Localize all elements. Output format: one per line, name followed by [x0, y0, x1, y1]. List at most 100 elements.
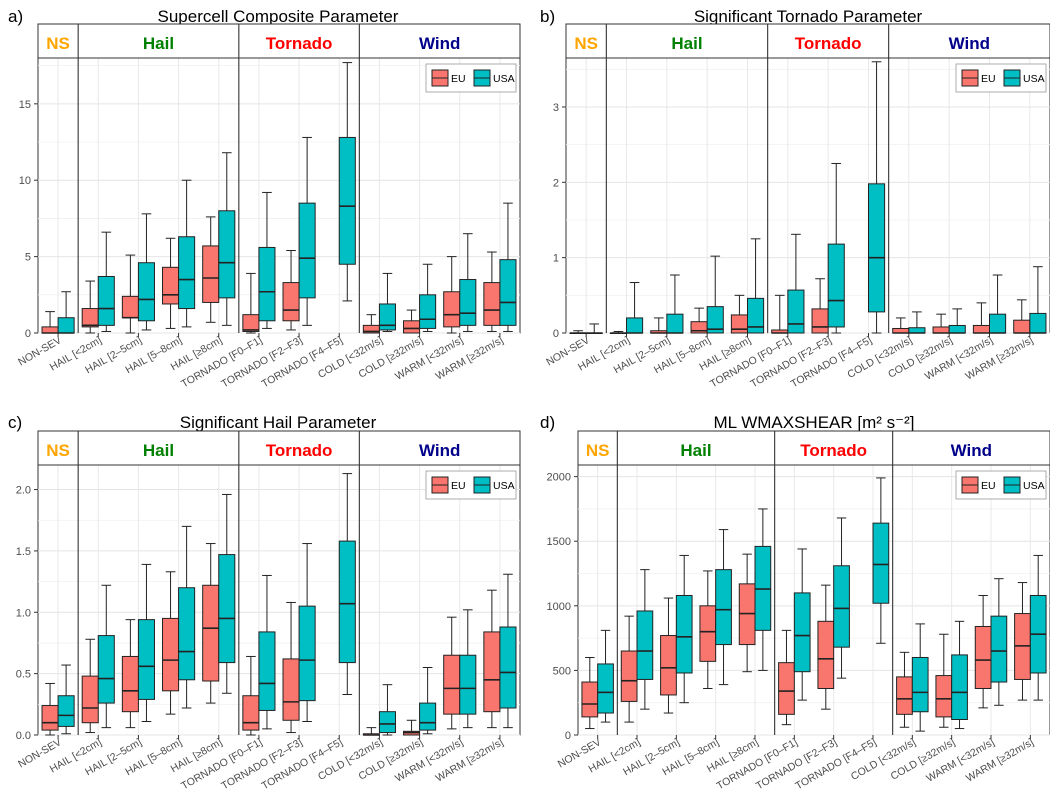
- box-eu: [660, 597, 677, 714]
- group-label: Hail: [680, 441, 711, 460]
- box-iqr: [626, 317, 644, 334]
- group-label: Hail: [143, 34, 174, 53]
- y-tick-label: 10: [19, 175, 31, 187]
- group-label: Hail: [143, 441, 174, 460]
- box-iqr: [178, 236, 196, 310]
- box-usa: [137, 213, 155, 331]
- box-usa: [57, 664, 75, 735]
- box-iqr: [483, 282, 501, 326]
- box-iqr: [935, 675, 953, 718]
- legend-label: USA: [493, 73, 515, 85]
- box-iqr: [597, 663, 614, 714]
- box-usa: [787, 233, 805, 334]
- box-iqr: [218, 210, 236, 299]
- panel-3: c) Significant Hail Parameter NS Hail Tornad…: [8, 413, 521, 792]
- box-iqr: [868, 183, 886, 313]
- box-eu: [892, 317, 910, 334]
- panel-2: b) Significant Tornado Parameter NS Hail Tor…: [540, 7, 1050, 390]
- box-usa: [1029, 554, 1047, 701]
- box-eu: [202, 216, 220, 323]
- box-iqr: [730, 314, 748, 334]
- box-iqr: [137, 262, 155, 322]
- box-iqr: [666, 313, 684, 334]
- box-iqr: [747, 297, 765, 334]
- y-tick-label: 1000: [547, 601, 571, 613]
- box-iqr: [911, 656, 929, 713]
- box-eu: [121, 254, 139, 334]
- y-tick-label: 1: [553, 253, 559, 265]
- box-usa: [597, 629, 614, 723]
- box-usa: [1029, 266, 1047, 334]
- box-iqr: [778, 662, 795, 715]
- box-eu: [483, 251, 501, 332]
- box-usa: [338, 62, 356, 302]
- group-label: NS: [586, 441, 610, 460]
- box-iqr: [137, 619, 155, 700]
- y-tick-label: 0: [25, 328, 31, 340]
- x-tick-label: WARM [≥32m/s]: [434, 736, 506, 784]
- box-iqr: [499, 259, 517, 326]
- box-usa: [715, 529, 732, 686]
- box-iqr: [675, 594, 693, 674]
- box-usa: [499, 202, 517, 332]
- box-iqr: [443, 654, 461, 715]
- box-usa: [868, 61, 886, 334]
- group-label: Tornado: [800, 441, 867, 460]
- box-usa: [827, 162, 845, 334]
- legend-label: EU: [451, 480, 466, 492]
- panel-label: a): [8, 7, 23, 26]
- box-iqr: [41, 326, 59, 334]
- box-usa: [706, 255, 724, 334]
- box-usa: [951, 620, 968, 730]
- box-iqr: [121, 295, 139, 319]
- box-usa: [666, 274, 684, 334]
- box-usa: [338, 473, 356, 695]
- box-iqr: [443, 291, 461, 328]
- box-iqr: [827, 243, 845, 328]
- box-usa: [636, 569, 654, 710]
- box-iqr: [706, 306, 724, 334]
- legend-label: USA: [1023, 73, 1045, 85]
- panel-label: d): [540, 413, 555, 432]
- box-iqr: [787, 289, 805, 334]
- y-tick-label: 15: [19, 99, 31, 111]
- y-tick-label: 0.0: [16, 730, 31, 742]
- box-iqr: [162, 617, 180, 692]
- box-iqr: [581, 681, 599, 718]
- box-iqr: [338, 136, 356, 265]
- box-iqr: [57, 317, 75, 334]
- box-iqr: [1029, 312, 1047, 334]
- box-iqr: [620, 650, 638, 702]
- box-usa: [298, 136, 316, 326]
- box-eu: [282, 601, 300, 734]
- group-label: NS: [574, 34, 598, 53]
- box-eu: [1014, 582, 1031, 701]
- y-tick-label: 2: [553, 177, 559, 189]
- panel-title: Significant Tornado Parameter: [694, 7, 923, 26]
- box-iqr: [972, 324, 990, 334]
- box-iqr: [974, 625, 992, 689]
- y-tick-label: 0: [553, 328, 559, 340]
- box-usa: [833, 517, 850, 679]
- box-usa: [793, 548, 811, 701]
- box-usa: [948, 308, 966, 334]
- group-label: Tornado: [795, 34, 862, 53]
- box-iqr: [660, 635, 677, 696]
- box-iqr: [258, 246, 276, 322]
- box-iqr: [793, 592, 811, 673]
- y-tick-label: 1500: [547, 536, 571, 548]
- box-usa: [989, 274, 1007, 334]
- panel-label: b): [540, 7, 555, 26]
- box-usa: [911, 623, 929, 732]
- box-iqr: [483, 631, 501, 713]
- box-eu: [974, 594, 992, 709]
- box-iqr: [298, 202, 316, 299]
- box-usa: [378, 684, 396, 736]
- box-iqr: [242, 695, 260, 731]
- box-iqr: [378, 711, 396, 734]
- box-usa: [419, 667, 437, 735]
- box-usa: [626, 282, 644, 334]
- box-usa: [258, 191, 276, 329]
- box-usa: [675, 554, 693, 704]
- y-tick-label: 1.5: [16, 546, 31, 558]
